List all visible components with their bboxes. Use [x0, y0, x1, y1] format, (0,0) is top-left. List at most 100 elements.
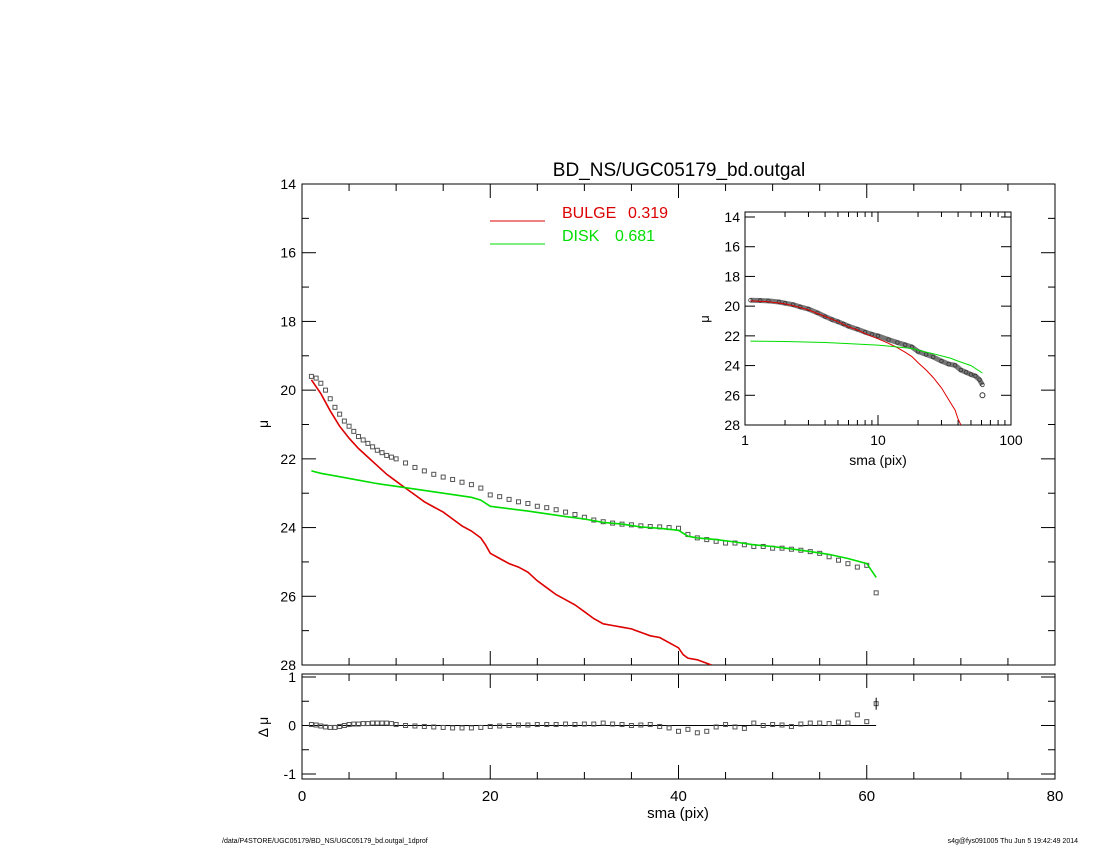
- residual-point: [732, 724, 738, 730]
- data-point: [327, 396, 333, 402]
- main-ytick-label: 26: [280, 588, 296, 604]
- residual-point: [388, 721, 394, 727]
- footer-filepath: /data/P4STORE/UGC05179/BD_NS/UGC05179_bd…: [222, 838, 428, 845]
- inset-ytick-label: 20: [724, 298, 740, 314]
- data-point: [388, 454, 394, 460]
- legend-value-bulge: 0.319: [628, 205, 668, 222]
- inset-data-point: [930, 354, 936, 360]
- residual-xlabel: sma (pix): [647, 805, 709, 822]
- residual-point: [384, 720, 390, 726]
- data-point: [403, 460, 409, 466]
- inset-plot-frame: [744, 211, 1012, 426]
- residual-point: [713, 724, 719, 730]
- main-axes: 14 16 18 20 22 24 26 28: [280, 176, 1056, 673]
- residual-point: [581, 721, 587, 727]
- residual-point: [788, 723, 794, 729]
- residual-point: [412, 723, 418, 729]
- inset-data-point: [776, 299, 782, 305]
- inset-data-point: [977, 377, 982, 382]
- inset-data-band: [750, 297, 985, 387]
- inset-series: [748, 297, 986, 425]
- inset-data-point: [895, 340, 900, 345]
- residual-point: [798, 721, 804, 727]
- residual-point: [572, 722, 578, 728]
- inset-data-point: [952, 363, 958, 368]
- data-point: [346, 423, 352, 429]
- inset-ytick-label: 18: [724, 268, 740, 284]
- data-point: [355, 434, 361, 440]
- inset-xlabel: sma (pix): [849, 452, 907, 468]
- inset-ytick-label: 24: [724, 358, 740, 374]
- residual-point: [393, 722, 399, 728]
- main-ytick-label: 22: [280, 451, 296, 467]
- residual-xtick-label: 60: [858, 788, 875, 805]
- inset-xtick-label: 100: [999, 432, 1023, 448]
- residual-ytick-label: 0: [288, 718, 296, 734]
- residual-point: [779, 722, 785, 728]
- residual-point: [468, 725, 474, 731]
- residual-point: [563, 721, 569, 727]
- data-point: [351, 428, 357, 434]
- residual-point: [553, 722, 559, 728]
- residual-point: [836, 719, 842, 725]
- data-point: [379, 450, 385, 456]
- data-point: [308, 373, 314, 379]
- residual-point: [610, 721, 616, 727]
- residual-ytick-label: 1: [288, 669, 296, 685]
- residual-point: [515, 722, 521, 728]
- data-point: [563, 509, 569, 515]
- residual-point: [487, 723, 493, 729]
- inset-ytick-label: 16: [724, 239, 740, 255]
- residual-point: [741, 725, 747, 731]
- inset-data-point: [790, 302, 796, 307]
- data-point: [360, 437, 366, 443]
- inset-outlier-point: [979, 392, 986, 399]
- residual-point: [374, 720, 380, 726]
- data-point: [393, 456, 399, 462]
- residual-point: [440, 724, 446, 730]
- chart-title: BD_NS/UGC05179_bd.outgal: [553, 160, 805, 181]
- residual-point: [525, 722, 531, 728]
- residual-point: [403, 723, 409, 728]
- inset-data-point: [835, 319, 841, 324]
- legend: BULGE 0.319 DISK 0.681: [490, 205, 668, 245]
- residual-point: [323, 724, 329, 730]
- inset-ytick-label: 26: [724, 387, 740, 403]
- residual-point: [327, 724, 333, 730]
- main-ytick-label: 24: [280, 520, 296, 536]
- residual-point: [657, 723, 663, 729]
- data-point: [365, 440, 371, 446]
- residual-point: [817, 720, 823, 726]
- inset-data-point: [875, 333, 881, 339]
- residual-ylabel: Δ μ: [255, 717, 271, 738]
- data-point: [873, 590, 879, 596]
- residual-point: [450, 725, 456, 731]
- residual-point: [351, 721, 357, 727]
- residual-point: [332, 724, 338, 730]
- main-ylabel: μ: [255, 420, 271, 428]
- residual-point: [497, 723, 503, 729]
- residual-point: [760, 723, 766, 728]
- residual-point: [845, 720, 851, 726]
- data-point: [332, 404, 338, 410]
- residual-point: [341, 723, 347, 728]
- data-point: [313, 375, 319, 381]
- residual-point: [544, 722, 550, 728]
- inset-data-point: [757, 298, 763, 303]
- legend-value-disk: 0.681: [615, 228, 655, 245]
- inset-data-point: [766, 298, 771, 304]
- inset-data-point: [902, 342, 908, 347]
- main-series: [308, 373, 879, 665]
- inset-data-point: [886, 337, 891, 342]
- data-point: [384, 452, 390, 458]
- data-point: [318, 380, 324, 386]
- inset-data-point: [963, 370, 969, 375]
- residual-point: [591, 721, 597, 727]
- data-point: [553, 507, 559, 513]
- legend-label-bulge: BULGE: [562, 205, 616, 222]
- residual-point: [826, 721, 832, 727]
- inset-disk-line: [750, 340, 983, 374]
- data-point: [370, 444, 376, 450]
